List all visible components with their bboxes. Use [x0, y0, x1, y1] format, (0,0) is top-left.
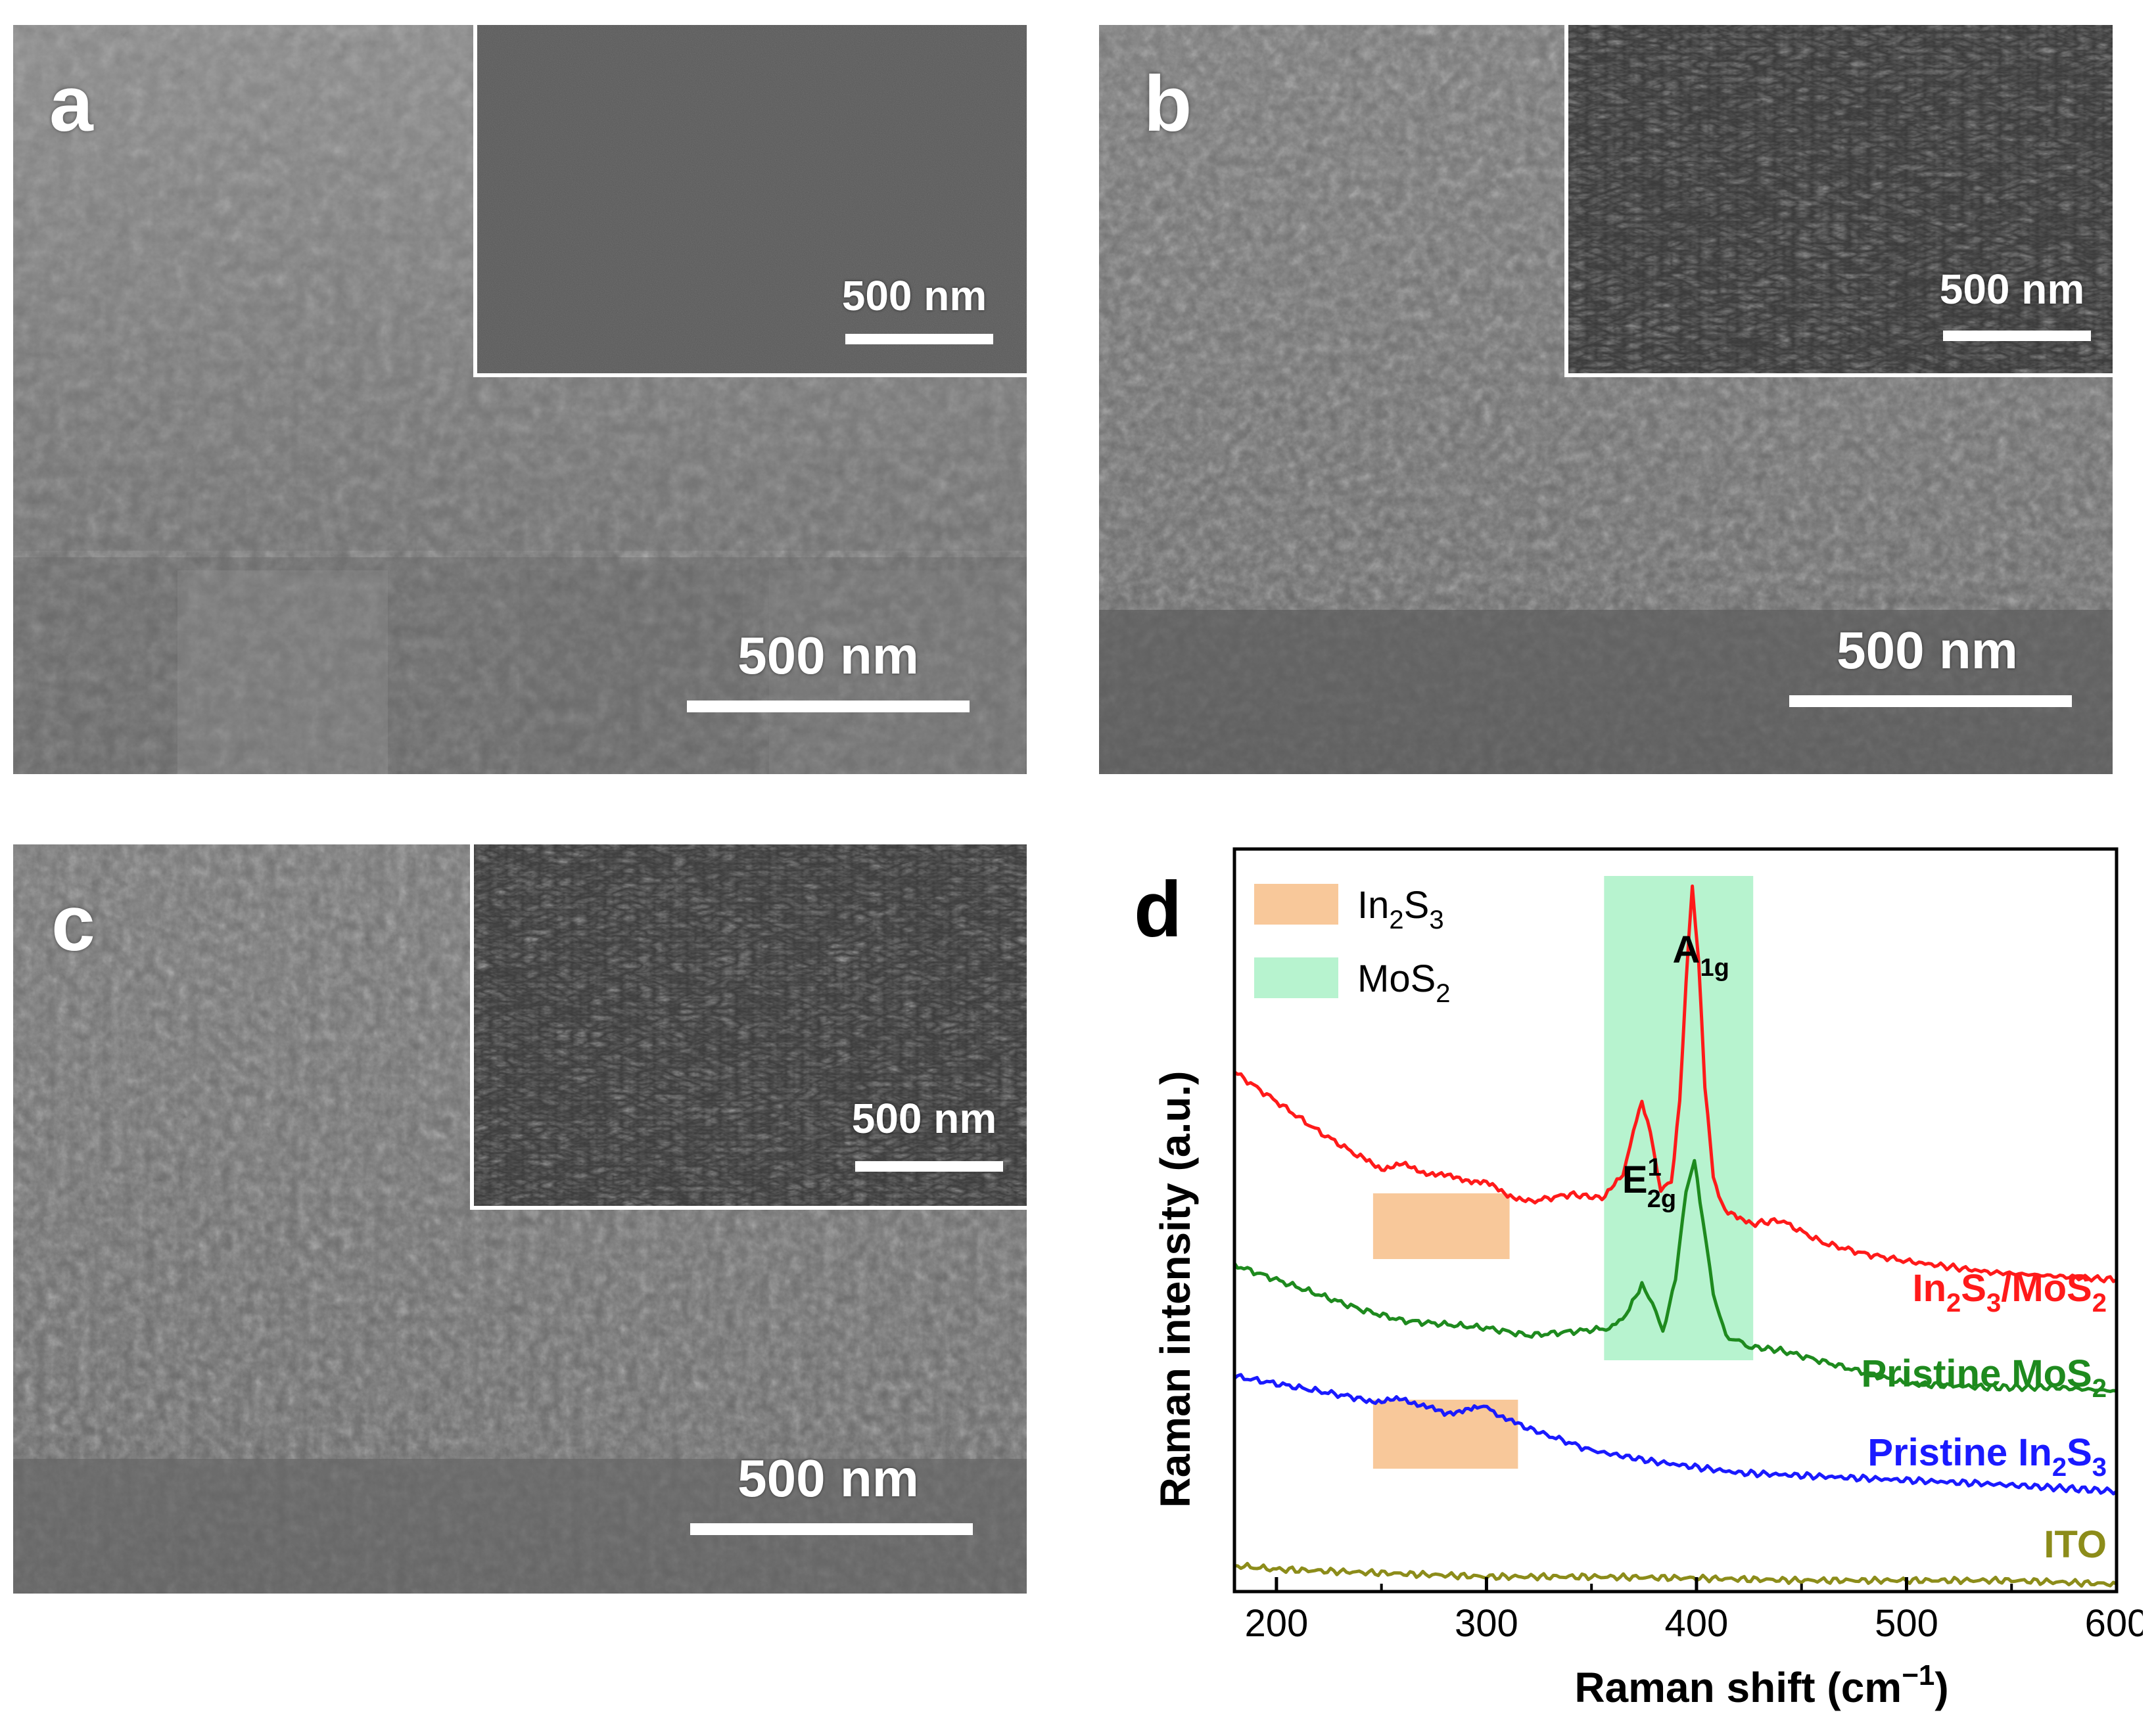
x-tick-label-2: 400 [1665, 1602, 1729, 1645]
series-label-0: In2S3/MoS2 [1912, 1267, 2107, 1318]
main-scale-label-c: 500 nm [738, 1449, 919, 1507]
peak-label-1: A1g [1673, 929, 1729, 982]
sem-inset-image-a [477, 25, 1027, 373]
sem-panel-c: c 500 nm 500 nm [13, 844, 1027, 1594]
main-scale-label-b: 500 nm [1837, 621, 2018, 679]
sem-panel-a: a 500 nm 500 nm [13, 25, 1027, 774]
legend-swatch-0 [1254, 884, 1338, 925]
inset-scale-label-b: 500 nm [1939, 265, 2085, 313]
panel-letter-c: c [51, 879, 95, 967]
series-line-1 [1232, 1159, 2117, 1393]
peak-labels: E1 2g A1g [1622, 929, 1729, 1213]
sem-inset-image-b [1568, 25, 2113, 373]
series-label-1: Pristine MoS2 [1861, 1352, 2107, 1403]
series-line-0 [1233, 884, 2118, 1283]
highlight-region-in2s3-0 [1372, 1193, 1510, 1259]
series-line-3 [1234, 1561, 2118, 1588]
inset-scale-bar-c [855, 1161, 1003, 1172]
raman-chart: 200 300 400 500 600 In2S3 MoS2 E1 2g A1g In2S3/… [1134, 847, 2143, 1711]
panel-letter-b: b [1144, 60, 1192, 148]
inset-scale-bar-b [1943, 331, 2091, 341]
main-scale-bar-a [687, 701, 970, 712]
panel-letter-a: a [49, 60, 93, 148]
sem-inset-a: 500 nm [473, 25, 1027, 377]
sem-inset-image-c [474, 844, 1027, 1206]
x-ticks: 200 300 400 500 600 [1245, 1577, 2143, 1645]
sem-panel-b: b 500 nm 500 nm [1099, 25, 2113, 774]
x-tick-label-4: 600 [2085, 1602, 2143, 1645]
series-label-3: ITO [2044, 1523, 2107, 1566]
inset-scale-label-c: 500 nm [851, 1095, 997, 1142]
x-tick-label-1: 300 [1455, 1602, 1518, 1645]
legend: In2S3 MoS2 [1254, 884, 1451, 1008]
inset-scale-label-a: 500 nm [841, 272, 987, 319]
main-scale-bar-c [690, 1523, 973, 1535]
sem-inset-c: 500 nm [470, 844, 1027, 1210]
x-tick-label-0: 200 [1245, 1602, 1309, 1645]
series-labels: In2S3/MoS2 Pristine MoS2 Pristine In2S3 ITO [1861, 1267, 2107, 1566]
panel-letter-d: d [1134, 865, 1182, 953]
legend-swatch-1 [1254, 957, 1338, 998]
legend-label-1: MoS2 [1357, 957, 1451, 1008]
highlight-region-in2s3-1 [1372, 1400, 1518, 1469]
inset-scale-bar-a [845, 334, 993, 344]
peak-label-0: E1 2g [1622, 1154, 1676, 1213]
main-scale-bar-b [1789, 695, 2072, 707]
sem-inset-b: 500 nm [1564, 25, 2113, 377]
series-line-2 [1233, 1373, 2118, 1496]
series-label-2: Pristine In2S3 [1867, 1431, 2107, 1482]
plot-frame [1232, 847, 2119, 1594]
x-tick-label-3: 500 [1875, 1602, 1938, 1645]
y-axis-label: Raman intensity (a.u.) [1152, 1071, 1199, 1508]
main-scale-label-a: 500 nm [738, 626, 919, 685]
x-axis-label: Raman shift (cm−1) [1574, 1659, 1948, 1711]
legend-label-0: In2S3 [1357, 884, 1444, 934]
series-lines [1232, 884, 2118, 1588]
